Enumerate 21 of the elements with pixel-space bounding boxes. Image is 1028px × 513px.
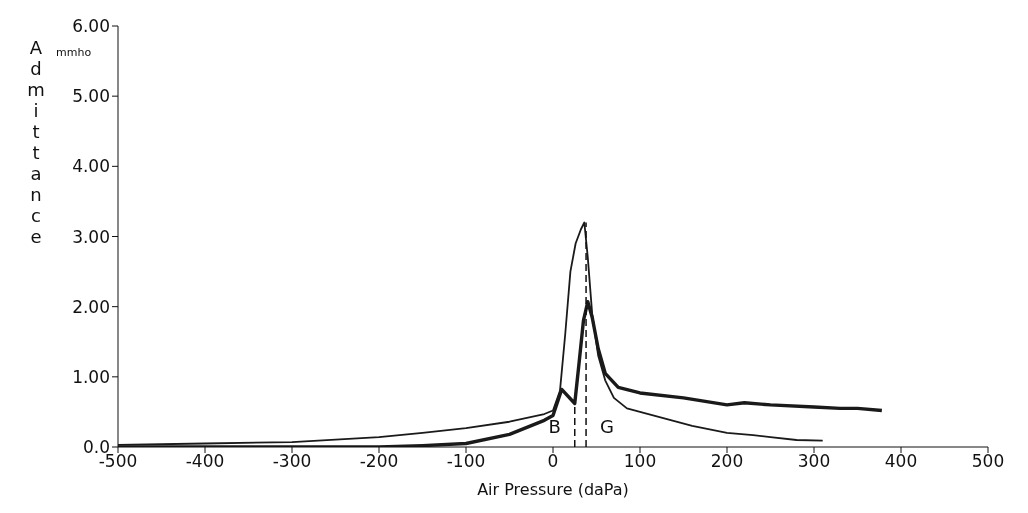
x-tick-label: 0 — [547, 451, 559, 472]
x-axis-title: Air Pressure (daPa) — [477, 480, 629, 499]
x-tick-label: -100 — [446, 451, 486, 472]
text: Admittance — [27, 37, 45, 247]
x-tick-label: -200 — [359, 451, 399, 472]
text: mmho — [56, 46, 92, 59]
x-tick-label: 500 — [971, 451, 1005, 472]
annotation: B — [548, 416, 561, 437]
x-tick-label: 300 — [797, 451, 831, 472]
y-tick-label: 2.00 — [72, 296, 110, 317]
y-tick-label: 5.00 — [72, 86, 110, 107]
annotation: G — [600, 416, 615, 437]
y-tick-label: 6.00 — [72, 16, 110, 37]
y-tick-label: 3.00 — [72, 226, 110, 247]
y-tick-label: 1.00 — [72, 366, 110, 387]
x-tick-label: 200 — [710, 451, 744, 472]
x-tick-label: -300 — [272, 451, 312, 472]
y-tick-label: 4.00 — [72, 156, 110, 177]
x-tick-label: 400 — [884, 451, 918, 472]
x-tick-label: -400 — [185, 451, 225, 472]
x-tick-label: 100 — [623, 451, 657, 472]
